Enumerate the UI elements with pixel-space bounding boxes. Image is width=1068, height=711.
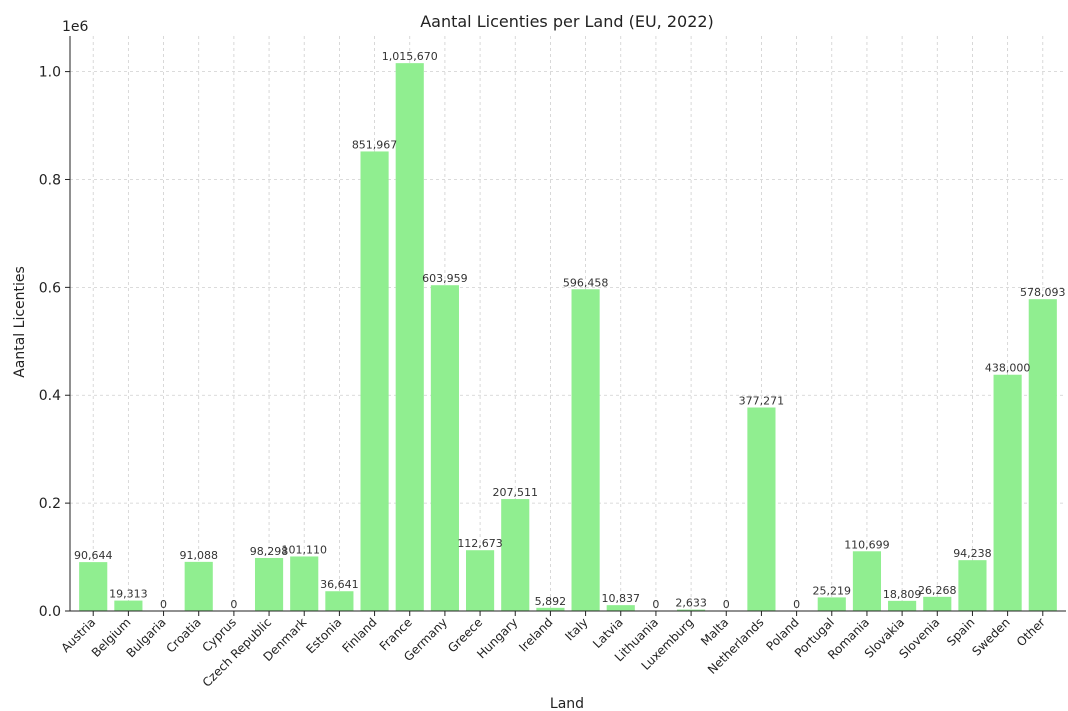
bar bbox=[360, 151, 389, 611]
bar-value-label: 0 bbox=[793, 598, 800, 611]
bar bbox=[501, 499, 530, 611]
bar-value-label: 19,313 bbox=[109, 588, 148, 601]
y-axis-label: Aantal Licenties bbox=[12, 266, 28, 378]
x-tick-label: Croatia bbox=[163, 615, 203, 655]
bar-value-label: 596,458 bbox=[563, 276, 609, 289]
bar-value-label: 851,967 bbox=[352, 138, 398, 151]
bar bbox=[79, 562, 108, 611]
bar bbox=[184, 561, 213, 611]
bar bbox=[290, 556, 319, 611]
y-tick-label: 0.6 bbox=[39, 280, 61, 296]
bar bbox=[923, 596, 952, 611]
y-tick-label: 1.0 bbox=[39, 65, 61, 81]
bar-value-label: 18,809 bbox=[883, 588, 922, 601]
bar bbox=[571, 289, 600, 611]
bar bbox=[114, 600, 143, 611]
bar bbox=[993, 374, 1022, 611]
bar-value-label: 603,959 bbox=[422, 272, 468, 285]
x-tick-label: Ireland bbox=[516, 615, 555, 654]
bar bbox=[958, 560, 987, 611]
chart-title: Aantal Licenties per Land (EU, 2022) bbox=[420, 12, 714, 31]
bar bbox=[677, 609, 706, 611]
bar-value-label: 26,268 bbox=[918, 584, 957, 597]
bar bbox=[1028, 299, 1057, 611]
grid-layer bbox=[70, 36, 1066, 612]
bar-value-label: 36,641 bbox=[320, 578, 359, 591]
bar-value-label: 112,673 bbox=[457, 537, 503, 550]
bar bbox=[325, 591, 354, 611]
x-tick-label: Malta bbox=[698, 615, 731, 648]
y-tick-label: 0.4 bbox=[39, 388, 61, 404]
bar-value-label: 25,219 bbox=[813, 584, 852, 597]
bar bbox=[852, 551, 882, 611]
y-offset-text: 1e6 bbox=[62, 19, 89, 35]
x-tick-label: Finland bbox=[339, 615, 379, 655]
bar bbox=[466, 550, 495, 611]
bar bbox=[254, 557, 284, 611]
bar bbox=[888, 600, 917, 611]
bar-value-label: 0 bbox=[160, 598, 167, 611]
bar-value-label: 438,000 bbox=[985, 362, 1031, 375]
x-tick-label: Spain bbox=[944, 615, 978, 649]
y-tick-label: 0.0 bbox=[39, 604, 61, 620]
bar-value-label: 90,644 bbox=[74, 549, 113, 562]
bar-value-label: 1,015,670 bbox=[382, 50, 438, 63]
bar bbox=[536, 607, 565, 611]
y-tick-label: 0.2 bbox=[39, 496, 61, 512]
x-tick-label: Sweden bbox=[969, 615, 1012, 658]
bars-layer bbox=[79, 63, 1057, 611]
bar-value-label: 207,511 bbox=[492, 486, 538, 499]
y-tick-label: 0.8 bbox=[39, 172, 61, 188]
bar-value-label: 5,892 bbox=[535, 595, 567, 608]
bar-value-label: 2,633 bbox=[675, 597, 707, 610]
bar-value-label: 0 bbox=[723, 598, 730, 611]
bar bbox=[395, 63, 424, 611]
x-tick-label: Italy bbox=[562, 615, 590, 643]
bar-value-label: 94,238 bbox=[953, 547, 992, 560]
bar bbox=[606, 605, 635, 611]
bar-value-label: 0 bbox=[230, 598, 237, 611]
x-tick-label: Other bbox=[1014, 615, 1048, 649]
bar bbox=[817, 597, 846, 611]
x-tick-label: Estonia bbox=[303, 615, 344, 656]
bar bbox=[747, 407, 776, 611]
x-axis-label: Land bbox=[550, 696, 584, 711]
bar-value-label: 0 bbox=[652, 598, 659, 611]
bar-value-label: 10,837 bbox=[602, 592, 641, 605]
bar-value-label: 101,110 bbox=[281, 543, 327, 556]
bar-value-label: 98,298 bbox=[250, 545, 289, 558]
bar bbox=[430, 285, 459, 611]
bar-value-label: 91,088 bbox=[179, 549, 218, 562]
bar-value-label: 578,093 bbox=[1020, 286, 1066, 299]
bar-value-label: 377,271 bbox=[739, 395, 785, 408]
bar-value-label: 110,699 bbox=[844, 538, 890, 551]
